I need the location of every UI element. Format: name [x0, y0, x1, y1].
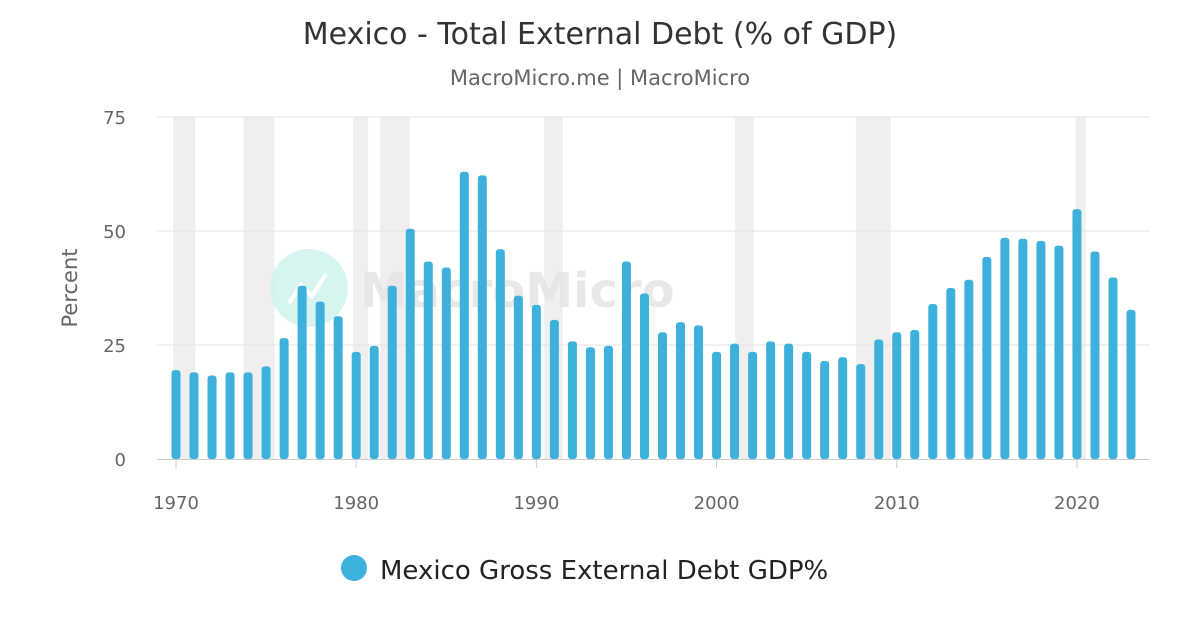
x-tick-label: 2020 [1054, 493, 1100, 514]
y-tick-label: 0 [115, 450, 126, 471]
bar[interactable] [279, 338, 289, 459]
bar[interactable] [748, 351, 758, 459]
bar[interactable] [1090, 251, 1100, 459]
bar[interactable] [802, 351, 812, 459]
bar[interactable] [225, 372, 235, 459]
chart-subtitle: MacroMicro.me | MacroMicro [450, 66, 750, 91]
y-tick-label: 25 [103, 336, 126, 357]
bar[interactable] [369, 345, 379, 459]
bar[interactable] [531, 304, 541, 459]
bar[interactable] [1126, 309, 1136, 459]
bar[interactable] [892, 332, 902, 459]
legend-label[interactable]: Mexico Gross External Debt GDP% [380, 556, 828, 586]
bar[interactable] [928, 303, 938, 459]
bar[interactable] [351, 351, 361, 459]
bar[interactable] [243, 372, 253, 459]
bar[interactable] [423, 261, 433, 459]
bar[interactable] [1018, 238, 1028, 459]
bar[interactable] [639, 293, 649, 459]
bar[interactable] [838, 357, 848, 459]
bar[interactable] [297, 285, 307, 459]
bar[interactable] [171, 370, 181, 459]
y-axis-ticks: 0 25 50 75 [103, 108, 126, 471]
bar[interactable] [261, 366, 271, 459]
chart-title: Mexico - Total External Debt (% of GDP) [303, 17, 898, 52]
bar[interactable] [658, 332, 668, 459]
watermark-logo-icon [270, 249, 348, 327]
bar[interactable] [315, 301, 325, 459]
bar[interactable] [1054, 245, 1064, 459]
bar[interactable] [784, 343, 794, 459]
y-axis-label: Percent [58, 248, 82, 327]
bar[interactable] [405, 228, 415, 459]
bar[interactable] [459, 171, 469, 459]
bar[interactable] [387, 285, 397, 459]
bar[interactable] [946, 288, 956, 459]
x-axis-ticks: 1970 1980 1990 2000 2010 2020 [153, 459, 1100, 514]
bar[interactable] [982, 256, 992, 459]
bar[interactable] [964, 279, 974, 459]
x-tick-label: 2010 [874, 493, 920, 514]
bar[interactable] [333, 316, 343, 459]
bar[interactable] [1000, 237, 1010, 459]
bar-series [171, 171, 1136, 460]
x-tick-label: 2000 [694, 493, 740, 514]
bar[interactable] [730, 343, 740, 459]
bar[interactable] [1036, 241, 1046, 459]
bar[interactable] [1072, 209, 1082, 459]
bar[interactable] [513, 295, 523, 459]
x-tick-label: 1970 [153, 493, 199, 514]
bar[interactable] [910, 329, 920, 459]
bar[interactable] [603, 345, 613, 459]
bar[interactable] [712, 351, 722, 459]
bar[interactable] [189, 372, 199, 459]
bar[interactable] [207, 375, 217, 459]
legend-marker-icon [341, 555, 367, 581]
y-tick-label: 75 [103, 108, 126, 129]
bar[interactable] [441, 267, 451, 459]
x-tick-label: 1980 [333, 493, 379, 514]
bar[interactable] [856, 364, 866, 459]
bar[interactable] [766, 341, 776, 459]
bar[interactable] [676, 322, 686, 459]
bar[interactable] [874, 339, 884, 459]
bar[interactable] [1108, 277, 1118, 459]
bar[interactable] [694, 325, 704, 459]
bar[interactable] [820, 360, 830, 459]
watermark: MacroMicro [270, 249, 675, 327]
bar[interactable] [495, 249, 505, 459]
legend[interactable]: Mexico Gross External Debt GDP% [341, 555, 828, 586]
bar[interactable] [567, 341, 577, 459]
bar[interactable] [621, 261, 631, 459]
x-tick-label: 1990 [513, 493, 559, 514]
bar[interactable] [585, 347, 595, 459]
y-tick-label: 50 [103, 222, 126, 243]
bar[interactable] [549, 319, 559, 459]
bar[interactable] [477, 175, 487, 460]
